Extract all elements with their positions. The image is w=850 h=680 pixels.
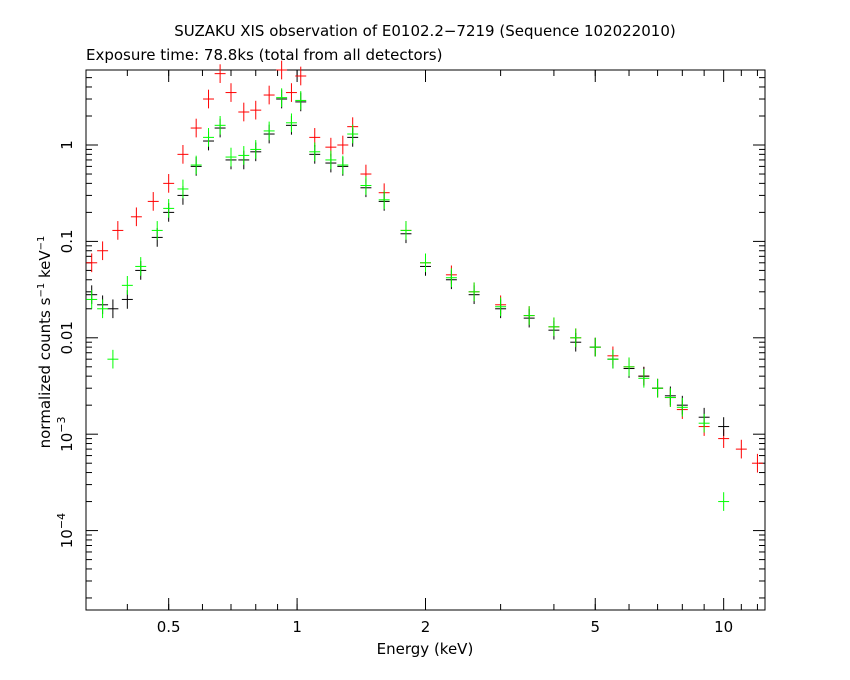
data-point <box>203 89 215 109</box>
y-tick-exponent: −3 <box>55 417 68 433</box>
data-point <box>751 453 763 473</box>
chart-subtitle: Exposure time: 78.8ks (total from all de… <box>86 46 443 64</box>
y-tick-label: 10−4 <box>55 513 76 548</box>
data-point <box>347 124 359 144</box>
data-point <box>238 146 250 165</box>
data-point <box>250 140 262 159</box>
data-point <box>121 276 133 295</box>
data-point <box>735 439 747 459</box>
data-point <box>86 253 98 273</box>
y-axis-label-exp-2: −1 <box>36 235 47 251</box>
data-point <box>589 337 601 357</box>
y-tick-label: 0.1 <box>58 229 76 253</box>
data-point <box>285 113 297 133</box>
data-point <box>337 135 349 155</box>
x-tick-label: 2 <box>421 618 431 636</box>
data-point <box>163 199 175 218</box>
data-point <box>225 83 237 102</box>
series-3 <box>86 88 730 511</box>
data-point <box>495 297 507 317</box>
data-point <box>638 368 650 388</box>
y-tick-exponent: −4 <box>55 513 68 529</box>
data-point <box>112 221 124 240</box>
data-point <box>718 417 730 436</box>
data-point <box>607 349 619 369</box>
data-point <box>718 492 730 511</box>
data-point <box>225 147 237 167</box>
y-tick-label: 0.01 <box>58 321 76 354</box>
data-point <box>214 64 226 83</box>
x-axis-ticks: 0.5 1 2 5 10 <box>126 70 758 636</box>
data-point <box>295 91 307 110</box>
series-2 <box>86 89 730 436</box>
data-point <box>177 179 189 199</box>
data-point <box>263 85 275 105</box>
data-point <box>548 317 560 337</box>
y-tick-label: 10−3 <box>55 417 76 452</box>
data-point <box>97 299 109 319</box>
data-point <box>652 378 664 398</box>
data-point <box>263 121 275 141</box>
y-axis-label-main: normalized counts s <box>36 297 54 449</box>
data-point <box>698 413 710 433</box>
data-point <box>285 83 297 102</box>
data-point <box>337 155 349 175</box>
plot-frame <box>85 69 766 611</box>
data-point <box>250 100 262 120</box>
data-point <box>360 176 372 195</box>
data-point <box>276 88 288 107</box>
data-series <box>86 60 763 511</box>
data-point <box>238 102 250 122</box>
data-point <box>570 328 582 348</box>
y-axis-ticks: 1 0.1 0.01 10−3 10−4 <box>55 69 765 599</box>
data-point <box>623 357 635 377</box>
x-axis-label: Energy (keV) <box>376 640 474 658</box>
data-point <box>523 306 535 325</box>
data-point <box>676 397 688 417</box>
data-point <box>97 241 109 261</box>
data-point <box>177 145 189 164</box>
data-point <box>107 349 119 369</box>
data-point <box>151 221 163 240</box>
x-tick-label: 5 <box>590 618 600 636</box>
data-point <box>147 192 159 211</box>
data-point <box>190 118 202 138</box>
data-point <box>445 268 457 288</box>
data-point <box>378 190 390 210</box>
data-point <box>295 66 307 86</box>
data-point <box>203 128 215 147</box>
data-point <box>190 155 202 175</box>
x-tick-label: 0.5 <box>157 618 181 636</box>
data-point <box>309 142 321 162</box>
data-point <box>135 257 147 276</box>
data-point <box>420 253 431 273</box>
data-point <box>400 221 412 240</box>
y-axis-label: normalized counts s−1 keV−1 <box>36 236 54 449</box>
data-point <box>130 207 142 227</box>
y-axis-label-exp-1: −1 <box>36 282 47 298</box>
x-tick-label: 10 <box>714 618 733 636</box>
data-point <box>163 174 175 193</box>
data-point <box>276 60 288 80</box>
data-point <box>214 115 226 135</box>
data-point <box>107 299 119 319</box>
data-point <box>325 150 337 170</box>
x-tick-label: 1 <box>292 618 302 636</box>
data-point <box>468 282 480 302</box>
data-point <box>86 290 98 309</box>
data-point <box>664 388 676 407</box>
y-tick-label: 1 <box>58 140 76 150</box>
y-axis-label-unit: keV <box>36 250 54 283</box>
chart-title: SUZAKU XIS observation of E0102.2−7219 (… <box>174 22 676 40</box>
